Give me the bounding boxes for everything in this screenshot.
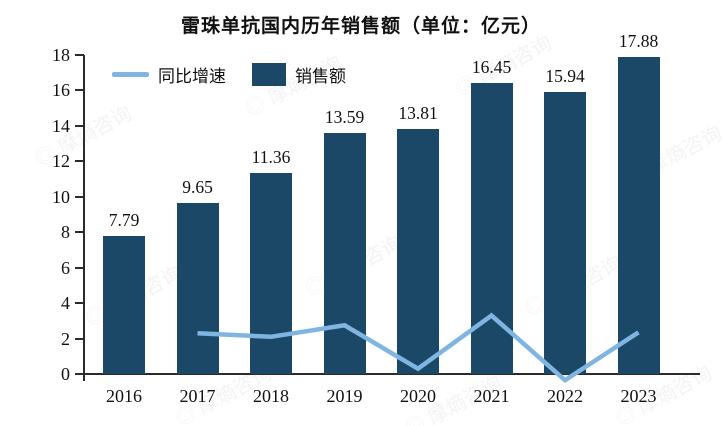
y-axis-tick-label: 4 (61, 293, 70, 314)
x-axis-label-2023: 2023 (620, 386, 657, 406)
x-axis-label-2020: 2020 (400, 386, 436, 406)
legend: 同比增速 销售额 (112, 60, 346, 88)
y-axis-tick-mark (75, 160, 84, 163)
sales-bar-2021 (470, 82, 513, 374)
x-axis-label-2018: 2018 (253, 386, 289, 406)
bar-value-label-2016: 7.79 (108, 209, 140, 230)
bar-value-label-2019: 13.59 (324, 107, 365, 128)
y-axis-tick-mark (75, 337, 84, 340)
y-axis-tick-label: 16 (52, 80, 70, 101)
sales-bar-2023 (617, 57, 660, 374)
y-axis-tick-label: 2 (61, 328, 70, 349)
y-axis-tick-mark (75, 54, 84, 57)
x-axis-label-2019: 2019 (326, 386, 363, 406)
y-axis-tick-label: 8 (61, 222, 70, 243)
sales-bar-2019 (323, 133, 366, 374)
bar-value-label-2023: 17.88 (618, 31, 659, 52)
y-axis-tick-label: 18 (52, 45, 70, 66)
sales-bar-2022 (544, 91, 586, 374)
bar-value-label-2017: 9.65 (182, 177, 213, 197)
bar-value-label-2018: 11.36 (251, 146, 291, 167)
bar-value-label-2022: 15.94 (545, 65, 585, 86)
sales-bar-2017 (176, 203, 219, 374)
sales-bar-2016 (103, 235, 145, 374)
y-axis-tick-mark (75, 266, 84, 269)
x-axis-line (75, 373, 700, 375)
growth-line-legend-label: 同比增速 (158, 66, 226, 86)
y-axis-tick-mark (75, 302, 84, 305)
y-axis-tick-label: 12 (52, 151, 70, 172)
x-axis-label-2017: 2017 (179, 386, 216, 406)
x-axis-label-2016: 2016 (106, 386, 142, 406)
y-axis-tick-mark (75, 195, 84, 198)
chart-title: 雷珠单抗国内历年销售额（单位：亿元） (180, 16, 541, 37)
y-axis-tick-label: 10 (52, 186, 70, 207)
y-axis-tick-label: 14 (52, 115, 70, 136)
sales-bar-2018 (250, 172, 292, 374)
bar-value-label-2021: 16.45 (471, 56, 512, 77)
sales-bar-legend-label: 销售额 (295, 66, 346, 86)
sales-bar-2020 (397, 129, 439, 374)
y-axis-tick-mark (75, 89, 84, 92)
bar-value-label-2020: 13.81 (398, 103, 438, 124)
x-axis-label-2021: 2021 (473, 386, 510, 406)
y-axis-tick-label: 0 (61, 364, 70, 384)
y-axis-tick-label: 6 (61, 257, 70, 278)
y-axis-line (83, 55, 85, 381)
sales-bar-legend-swatch (252, 62, 286, 86)
y-axis-tick-mark (75, 124, 84, 127)
y-axis-tick-mark (75, 231, 84, 234)
growth-line-legend-swatch (112, 71, 149, 77)
x-axis-label-2022: 2022 (547, 386, 583, 406)
